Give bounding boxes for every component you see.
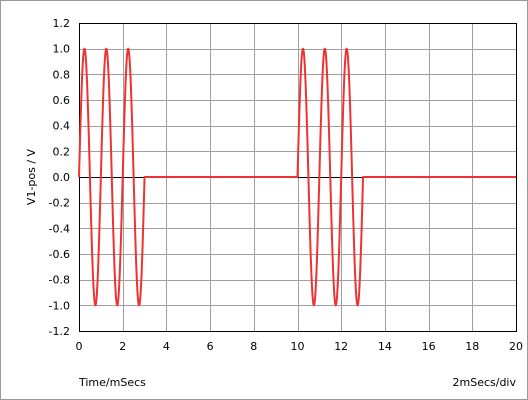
y-tick-labels: 1.2 1.0 0.8 0.6 0.4 0.2 0.0 -0.2 -0.4 -0.6 -0.8 -1.… (49, 17, 70, 338)
y-tick-label: 0.8 (53, 68, 71, 81)
x-tick-label: 18 (465, 340, 479, 353)
x-tick-label: 2 (119, 340, 126, 353)
y-tick-label: -1.2 (49, 325, 70, 338)
x-tick-label: 6 (207, 340, 214, 353)
x-scale-label: 2mSecs/div (453, 376, 517, 389)
x-tick-label: 14 (378, 340, 392, 353)
y-tick-label: -0.4 (49, 222, 70, 235)
plot-traces (78, 47, 516, 307)
y-tick-label: 1.2 (53, 17, 71, 30)
y-tick-label: -0.8 (49, 274, 70, 287)
y-tick-label: -1.0 (49, 299, 70, 312)
x-tick-label: 12 (334, 340, 348, 353)
y-axis-title: V1-pos / V (25, 148, 38, 205)
y-tick-label: 1.0 (53, 43, 71, 56)
x-tick-labels: 0 2 4 6 8 10 12 14 16 18 20 (76, 340, 524, 353)
y-tick-label: 0.6 (53, 94, 71, 107)
x-tick-label: 4 (163, 340, 170, 353)
y-tick-label: -0.6 (49, 248, 70, 261)
x-tick-label: 0 (76, 340, 83, 353)
x-tick-label: 20 (509, 340, 523, 353)
y-tick-label: 0.0 (53, 171, 71, 184)
x-tick-label: 8 (250, 340, 257, 353)
x-tick-label: 16 (422, 340, 436, 353)
y-tick-label: -0.2 (49, 197, 70, 210)
x-tick-label: 10 (291, 340, 305, 353)
x-axis-title: Time/mSecs (78, 376, 146, 389)
y-tick-label: 0.4 (53, 120, 71, 133)
trace-line (78, 47, 516, 307)
y-tick-label: 0.2 (53, 145, 71, 158)
